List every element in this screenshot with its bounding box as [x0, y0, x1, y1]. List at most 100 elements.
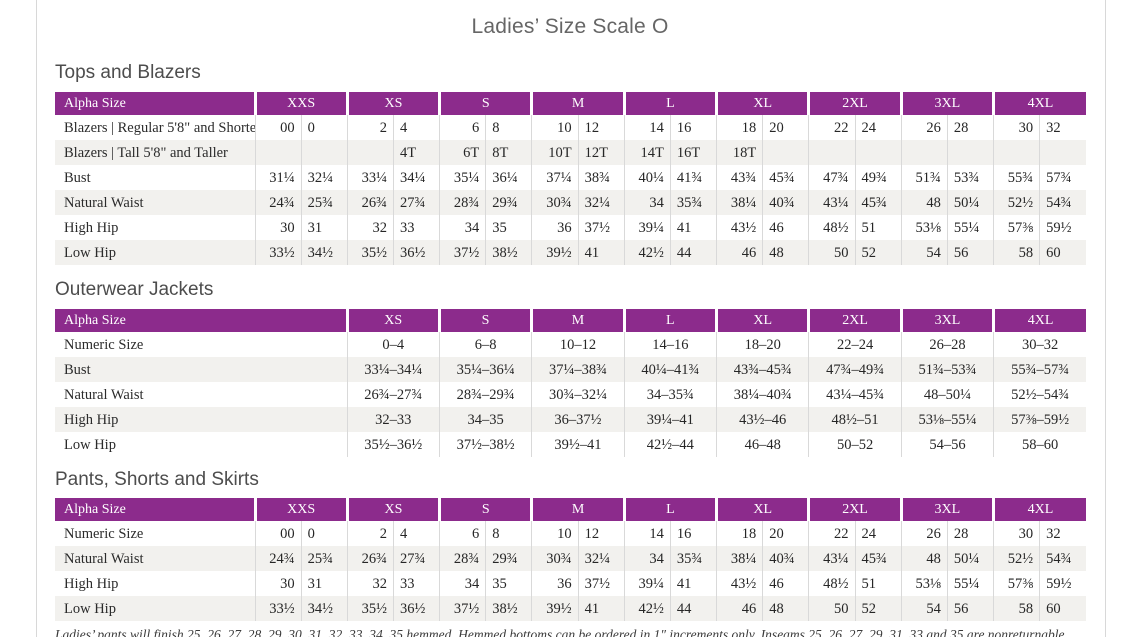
size-value-cell: 30–32 [993, 332, 1086, 357]
size-value-cell: 32 [1039, 115, 1086, 140]
size-value-cell: 54¾ [1039, 190, 1086, 215]
size-value-cell: 18–20 [715, 332, 809, 357]
size-value-cell: 18T [716, 140, 763, 165]
size-value-cell: 26¾–27¾ [346, 382, 440, 407]
size-value-cell: 27¾ [392, 546, 440, 571]
size-value-cell: 37¼–38¾ [531, 357, 625, 382]
size-value-cell: 0 [300, 521, 348, 546]
size-value-cell: 24 [854, 115, 902, 140]
size-value-cell: 50 [808, 596, 856, 621]
table-row: Natural Waist 24¾ 25¾ 26¾ 27¾ 28¾ 29¾ 30¾ 32¼ 34 3… [55, 546, 1086, 571]
size-value-cell: 39½–41 [531, 432, 625, 457]
size-value-cell: 10 [531, 521, 579, 546]
size-value-cell: 34 [623, 546, 671, 571]
size-value-cell: 51¾ [900, 165, 948, 190]
size-column-header: S [437, 309, 532, 332]
size-value-cell: 54¾ [1039, 546, 1086, 571]
size-value-cell: 40¼ [623, 165, 671, 190]
size-value-cell: 18 [716, 115, 763, 140]
size-value-cell: 44 [669, 596, 717, 621]
size-column-header: 4XL [992, 498, 1086, 521]
page-content: Tops and Blazers Alpha Size XXS XS S M L XL 2XL… [0, 62, 1140, 637]
size-value-cell: 57⅜–59½ [993, 407, 1086, 432]
size-value-cell: 32 [1039, 521, 1086, 546]
size-value-cell: 37½ [439, 596, 486, 621]
size-value-cell: 14–16 [623, 332, 717, 357]
size-value-cell: 22–24 [808, 332, 902, 357]
size-value-cell: 22 [808, 521, 856, 546]
size-value-cell [346, 140, 394, 165]
size-value-cell [854, 140, 902, 165]
size-value-cell: 54–56 [900, 432, 994, 457]
size-value-cell: 16 [669, 115, 717, 140]
size-value-cell: 14 [623, 521, 671, 546]
size-value-cell: 57⅜ [992, 215, 1040, 240]
size-value-cell: 50¼ [946, 190, 994, 215]
size-value-cell: 30 [992, 115, 1040, 140]
row-label: High Hip [64, 219, 119, 236]
size-value-cell: 48½–51 [808, 407, 902, 432]
table-row: Numeric Size 0–4 6–8 10–12 14–16 18–20 22–24 26… [55, 332, 1086, 357]
size-value-cell: 46 [716, 240, 763, 265]
size-value-cell: 47¾–49¾ [808, 357, 902, 382]
size-value-cell: 46 [762, 571, 809, 596]
alpha-size-header: Alpha Size [55, 309, 347, 332]
size-value-cell: 14T [623, 140, 671, 165]
size-column-header: M [530, 498, 625, 521]
size-value-cell: 48 [762, 596, 809, 621]
size-value-cell: 18 [716, 521, 763, 546]
pants-shorts-skirts-table: Alpha Size XXS XS S M L XL 2XL 3XL 4XL Numeric Siz… [55, 498, 1086, 621]
size-value-cell: 52½ [992, 190, 1040, 215]
row-label: Natural Waist [64, 386, 144, 403]
size-value-cell: 6 [439, 521, 486, 546]
size-value-cell: 32 [346, 571, 394, 596]
section-heading-tops-and-blazers: Tops and Blazers [55, 62, 201, 83]
size-column-header: 4XL [992, 309, 1086, 332]
size-value-cell: 32¼ [300, 165, 348, 190]
size-value-cell: 33¼–34¼ [346, 357, 440, 382]
row-label: Bust [64, 361, 91, 378]
size-value-cell: 50¼ [946, 546, 994, 571]
size-value-cell: 45¾ [854, 546, 902, 571]
size-value-cell: 48½ [808, 571, 856, 596]
size-value-cell: 52½–54¾ [993, 382, 1086, 407]
size-value-cell: 10 [531, 115, 579, 140]
size-value-cell: 4 [392, 115, 440, 140]
size-column-header: XS [345, 309, 440, 332]
row-label: Blazers | Regular 5'8" and Shorter [64, 119, 255, 136]
size-value-cell: 29¾ [485, 190, 532, 215]
size-value-cell: 53¾ [946, 165, 994, 190]
size-value-cell: 40¾ [762, 190, 809, 215]
row-label: Natural Waist [64, 550, 144, 567]
row-label: Bust [64, 169, 91, 186]
size-value-cell: 58 [992, 240, 1040, 265]
size-value-cell: 36 [531, 571, 579, 596]
table-row: Blazers | Tall 5'8" and Taller 4T 6T 8T 10T 1… [55, 140, 1086, 165]
size-column-header: 2XL [807, 498, 902, 521]
size-value-cell: 14 [623, 115, 671, 140]
row-label: Blazers | Tall 5'8" and Taller [64, 144, 228, 161]
size-value-cell: 56 [946, 240, 994, 265]
size-value-cell: 52½ [992, 546, 1040, 571]
size-value-cell: 55¾–57¾ [993, 357, 1086, 382]
size-column-header: 2XL [807, 92, 902, 115]
size-value-cell: 24 [854, 521, 902, 546]
size-value-cell: 28¾ [439, 546, 486, 571]
size-value-cell [900, 140, 948, 165]
size-value-cell: 59½ [1039, 571, 1086, 596]
size-column-header: 3XL [899, 92, 994, 115]
size-value-cell: 34 [623, 190, 671, 215]
tops-and-blazers-table: Alpha Size XXS XS S M L XL 2XL 3XL 4XL Blazers | R… [55, 92, 1086, 265]
size-value-cell: 38¼ [716, 546, 763, 571]
size-value-cell: 59½ [1039, 215, 1086, 240]
size-column-header: L [622, 92, 717, 115]
size-column-header: XXS [253, 92, 348, 115]
size-value-cell: 26¾ [346, 190, 394, 215]
table-row: Bust 33¼–34¼ 35¼–36¼ 37¼–38¾ 40¼–41¾ 43¾–45¾ 4… [55, 357, 1086, 382]
size-value-cell: 12T [577, 140, 625, 165]
size-value-cell: 25¾ [300, 190, 348, 215]
size-value-cell: 31 [300, 571, 348, 596]
row-label: High Hip [64, 575, 119, 592]
size-value-cell: 33 [392, 571, 440, 596]
size-value-cell: 6–8 [438, 332, 532, 357]
